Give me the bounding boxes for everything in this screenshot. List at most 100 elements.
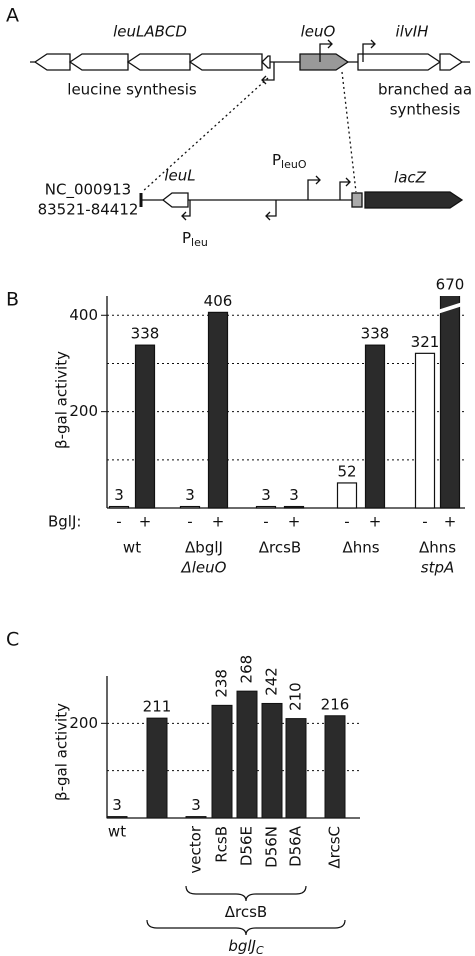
- bar: [364, 344, 386, 509]
- promoter-base: P: [182, 229, 191, 247]
- axis-break: [437, 302, 463, 314]
- y-axis-label: β-gal activity: [53, 703, 71, 801]
- bar: [207, 311, 229, 509]
- value-label: 338: [131, 325, 160, 343]
- category-label: wt: [108, 823, 126, 841]
- bracket-text: ΔrcsB: [225, 903, 267, 921]
- bracket-text: bglJ: [228, 937, 256, 955]
- series-label: -: [344, 513, 349, 531]
- value-label: 268: [238, 655, 256, 684]
- series-label: -: [263, 513, 268, 531]
- value-label: 3: [114, 486, 124, 504]
- bar: [255, 505, 277, 509]
- accession: NC_000913: [45, 181, 131, 200]
- promoter-arrow: [339, 177, 351, 200]
- gene-arrow: [68, 53, 129, 71]
- gene-arrow: [299, 53, 350, 71]
- bar: [106, 816, 128, 819]
- category-label: ΔrcsB: [259, 539, 301, 557]
- bar: [179, 505, 201, 509]
- promoter-arrow: [181, 200, 191, 221]
- gene-arrow: [126, 53, 191, 71]
- category-label: stpA: [421, 559, 454, 577]
- zoom-line: [141, 77, 269, 193]
- series-label: -: [116, 513, 121, 531]
- promoter-arrow: [265, 200, 277, 221]
- bar: [134, 344, 156, 509]
- zoom-line: [341, 71, 357, 193]
- value-label: 52: [337, 462, 356, 480]
- value-label: 210: [287, 682, 305, 711]
- category-label: RcsB: [213, 826, 231, 863]
- y-axis-label: β-gal activity: [53, 351, 71, 449]
- gene-label: leuLABCD: [113, 23, 187, 41]
- category-label: Δhns: [419, 539, 456, 557]
- category-label: ΔbglJ: [185, 539, 223, 557]
- bar: [324, 715, 346, 819]
- fusion-box: [351, 192, 363, 208]
- bar: [236, 690, 258, 819]
- promoter-arrow: [261, 62, 275, 85]
- bracket-label: bglJC: [228, 937, 264, 956]
- gene-arrow: [357, 53, 442, 71]
- reporter-arrow: [364, 191, 464, 209]
- value-label: 3: [289, 486, 299, 504]
- gene-arrow: [33, 53, 71, 71]
- value-label: 670: [436, 276, 465, 294]
- value-label: 238: [213, 669, 231, 698]
- bar: [414, 352, 436, 509]
- gene-label: leuO: [301, 23, 336, 41]
- gene-arrow: [439, 53, 464, 71]
- promoter-arrow: [362, 39, 376, 62]
- category-label: Δhns: [342, 539, 379, 557]
- panel-label: A: [6, 5, 19, 27]
- category-label: ΔrcsC: [326, 826, 344, 869]
- series-label: -: [422, 513, 427, 531]
- accession: 83521-84412: [38, 201, 139, 219]
- function-label: synthesis: [390, 101, 461, 119]
- category-label: D56E: [238, 826, 256, 866]
- bar: [285, 718, 307, 819]
- value-label: 3: [191, 796, 201, 814]
- series-label: +: [288, 513, 301, 531]
- promoter-arrow: [319, 39, 333, 62]
- bar: [211, 704, 233, 819]
- gene-arrow: [188, 53, 263, 71]
- value-label: 3: [185, 486, 195, 504]
- value-label: 3: [112, 796, 122, 814]
- value-label: 211: [143, 698, 172, 716]
- value-label: 321: [411, 333, 440, 351]
- bar: [283, 505, 305, 509]
- gene-arrow: [261, 55, 271, 69]
- series-label: +: [444, 513, 457, 531]
- bar: [261, 702, 283, 819]
- bracket: [185, 885, 307, 902]
- category-label: ΔleuO: [181, 559, 227, 577]
- promoter-label: Pleu: [182, 229, 208, 250]
- y-tick-label: 200: [69, 402, 98, 420]
- y-tick-label: 400: [69, 306, 98, 324]
- bar: [146, 717, 168, 819]
- category-label: D56N: [263, 826, 281, 868]
- gene-map: [30, 39, 470, 221]
- y-tick-label: 200: [69, 714, 98, 732]
- gene-label: lacZ: [394, 169, 427, 187]
- bars: [108, 296, 461, 509]
- bracket: [146, 919, 346, 936]
- panel-label: C: [6, 629, 19, 651]
- category-label: wt: [123, 539, 141, 557]
- promoter-sub: leuO: [281, 158, 307, 171]
- gene-label: leuL: [164, 167, 195, 185]
- gene-label: ilvIH: [396, 23, 429, 41]
- bracket-label: ΔrcsB: [225, 903, 267, 921]
- series-label: +: [139, 513, 152, 531]
- category-label: vector: [187, 825, 205, 873]
- series-label: +: [369, 513, 382, 531]
- promoter-arrow: [307, 175, 321, 200]
- gene-arrow: [161, 192, 189, 208]
- bar: [336, 482, 358, 509]
- category-label: D56A: [287, 825, 305, 867]
- function-label: leucine synthesis: [67, 81, 197, 99]
